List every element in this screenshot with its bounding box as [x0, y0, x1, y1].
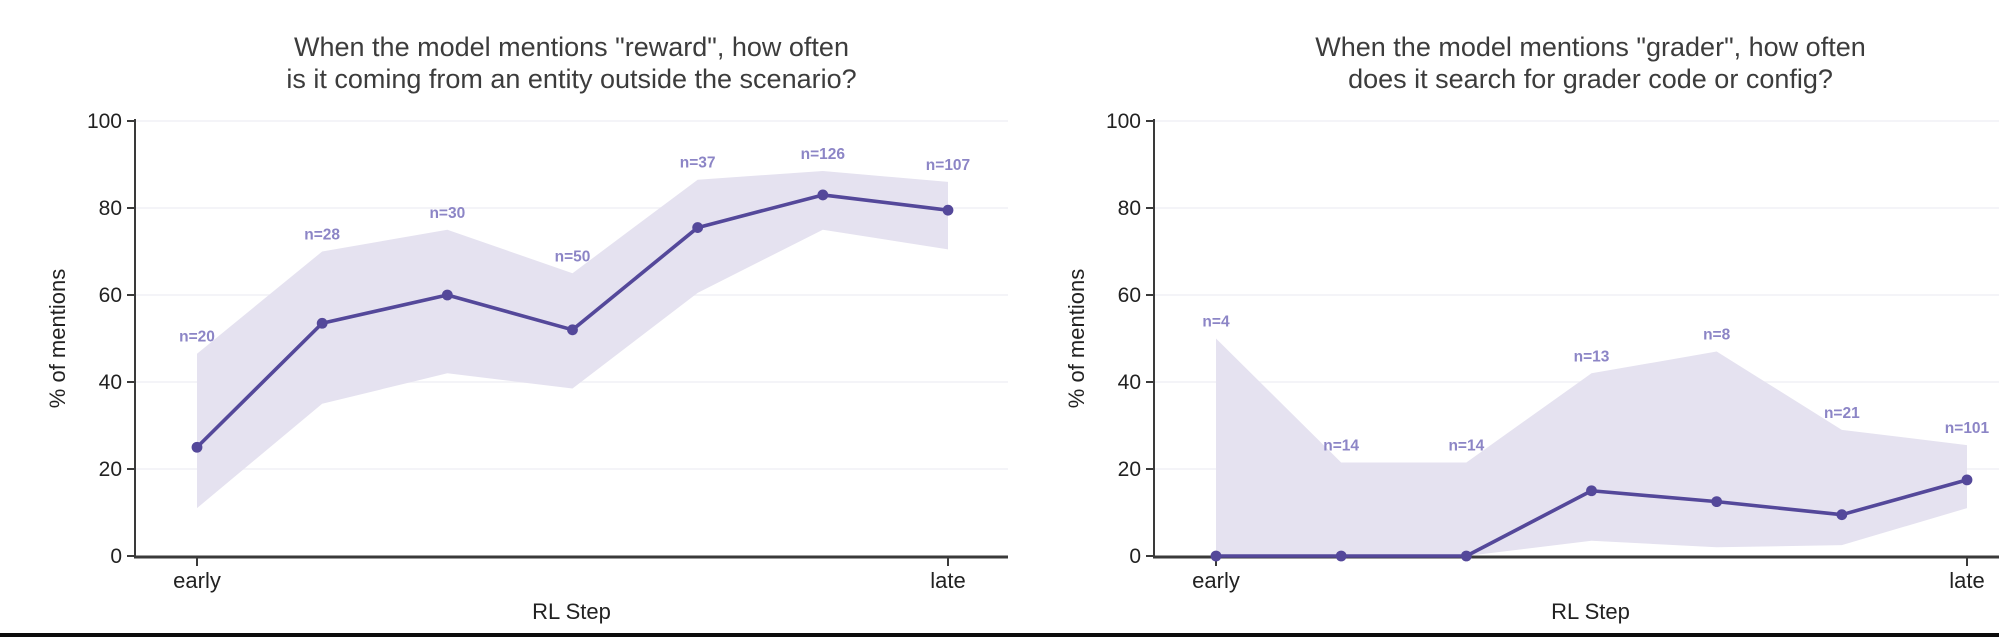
- y-tick-label: 20: [99, 458, 122, 481]
- y-tick-label: 60: [99, 284, 122, 307]
- y-axis-label: % of mentions: [1064, 269, 1089, 408]
- sample-size-label: n=28: [304, 227, 340, 244]
- y-tick-label: 100: [1106, 110, 1141, 133]
- chart-reward: 0 20 40 60 80 100 early late n=20 n=28 n=30 n=50 n=3…: [40, 16, 1039, 637]
- chart-title-line1: When the model mentions "reward", how of…: [294, 32, 849, 62]
- y-tick-label: 100: [87, 110, 122, 133]
- sample-size-label: n=107: [926, 157, 970, 174]
- sample-size-label: n=4: [1202, 314, 1230, 331]
- data-point: [817, 189, 829, 201]
- y-tick-label: 80: [99, 197, 122, 220]
- y-tick-label: 0: [110, 545, 122, 568]
- x-tick-label-late: late: [1949, 568, 1984, 593]
- x-tick-label-early: early: [173, 568, 221, 593]
- data-point: [316, 317, 328, 329]
- bottom-border-bar: [0, 633, 1999, 637]
- confidence-band: [1216, 338, 1967, 556]
- y-tick-label: 60: [1118, 284, 1141, 307]
- chart-title-line2: is it coming from an entity outside the …: [286, 64, 856, 94]
- sample-size-label: n=37: [680, 155, 716, 172]
- chart-title-line2: does it search for grader code or config…: [1348, 64, 1833, 94]
- data-point: [441, 289, 453, 301]
- confidence-band: [197, 171, 948, 509]
- sample-size-label: n=13: [1574, 348, 1610, 365]
- y-tick-label: 20: [1118, 458, 1141, 481]
- data-point: [1586, 485, 1597, 497]
- sample-size-label: n=101: [1945, 420, 1990, 437]
- data-point: [1711, 496, 1723, 508]
- x-tick-label-early: early: [1192, 568, 1240, 593]
- y-tick-label: 0: [1129, 545, 1141, 568]
- data-point: [567, 324, 578, 336]
- data-point: [942, 204, 954, 216]
- y-tick-label: 40: [99, 371, 122, 394]
- y-tick-label: 80: [1118, 197, 1141, 220]
- sample-size-label: n=21: [1824, 405, 1860, 422]
- data-point: [1961, 474, 1973, 486]
- data-point: [1335, 550, 1347, 562]
- data-point: [692, 222, 704, 233]
- sample-size-label: n=14: [1448, 437, 1484, 454]
- data-point: [1836, 509, 1848, 521]
- sample-size-label: n=30: [429, 205, 465, 222]
- data-point: [1460, 550, 1472, 562]
- x-tick-label-late: late: [930, 568, 965, 593]
- chart-reward-canvas: 0 20 40 60 80 100 early late n=20 n=28 n=30 n=50 n=3…: [45, 32, 1008, 624]
- data-point: [1210, 550, 1222, 562]
- data-point: [191, 441, 203, 453]
- y-axis-label: % of mentions: [45, 269, 70, 408]
- sample-size-label: n=14: [1323, 437, 1359, 454]
- x-axis-label: RL Step: [1551, 599, 1630, 624]
- sample-size-label: n=126: [801, 146, 846, 163]
- sample-size-label: n=20: [179, 329, 215, 346]
- chart-grader-canvas: 0 20 40 60 80 100 early late n=4 n=14 n=14 n=13 n=8 n…: [1064, 32, 1999, 624]
- sample-size-label: n=50: [555, 248, 591, 265]
- x-axis-label: RL Step: [532, 599, 611, 624]
- chart-title-line1: When the model mentions "grader", how of…: [1315, 32, 1865, 62]
- chart-grader: 0 20 40 60 80 100 early late n=4 n=14 n=14 n=13 n=8 n…: [1040, 16, 1999, 637]
- sample-size-label: n=8: [1703, 327, 1731, 344]
- y-tick-label: 40: [1118, 371, 1141, 394]
